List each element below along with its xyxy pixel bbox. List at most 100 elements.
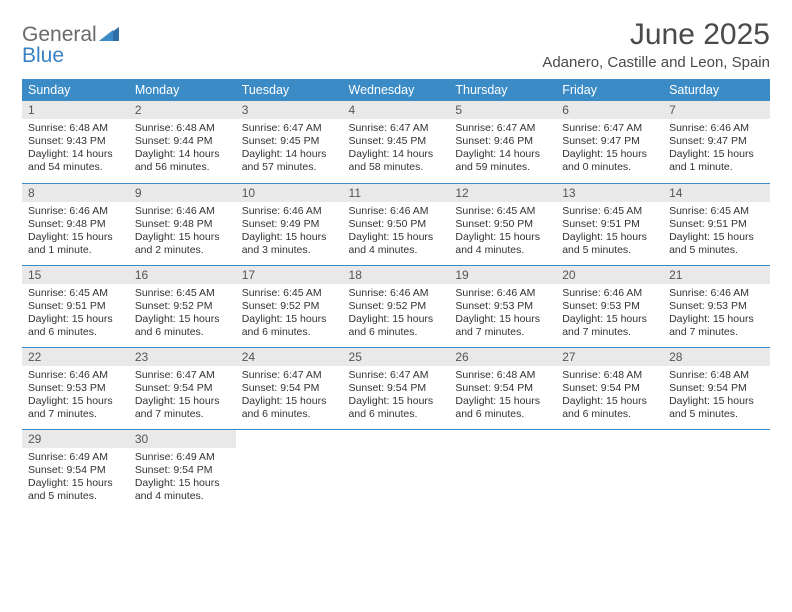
day-detail: Sunrise: 6:45 AMSunset: 9:51 PMDaylight:… [22, 284, 129, 344]
sunset-text: Sunset: 9:43 PM [28, 135, 123, 148]
sunrise-text: Sunrise: 6:46 AM [349, 287, 444, 300]
day-number: 19 [449, 266, 556, 284]
daylight-text: Daylight: 15 hours and 6 minutes. [455, 395, 550, 421]
daylight-text: Daylight: 15 hours and 4 minutes. [135, 477, 230, 503]
brand-word2: Blue [22, 44, 64, 67]
sunrise-text: Sunrise: 6:48 AM [28, 122, 123, 135]
sunrise-text: Sunrise: 6:46 AM [349, 205, 444, 218]
day-number: 29 [22, 430, 129, 448]
header: General Blue June 2025 Adanero, Castille… [22, 18, 770, 71]
day-detail: Sunrise: 6:47 AMSunset: 9:47 PMDaylight:… [556, 119, 663, 179]
sunset-text: Sunset: 9:53 PM [669, 300, 764, 313]
sunset-text: Sunset: 9:50 PM [349, 218, 444, 231]
sunrise-text: Sunrise: 6:47 AM [242, 369, 337, 382]
sunset-text: Sunset: 9:53 PM [455, 300, 550, 313]
sunrise-text: Sunrise: 6:48 AM [135, 122, 230, 135]
sunrise-text: Sunrise: 6:47 AM [349, 369, 444, 382]
calendar-day-cell: 2Sunrise: 6:48 AMSunset: 9:44 PMDaylight… [129, 101, 236, 183]
calendar-day-cell: 8Sunrise: 6:46 AMSunset: 9:48 PMDaylight… [22, 183, 129, 265]
sunset-text: Sunset: 9:52 PM [242, 300, 337, 313]
calendar-day-cell: 9Sunrise: 6:46 AMSunset: 9:48 PMDaylight… [129, 183, 236, 265]
sunrise-text: Sunrise: 6:46 AM [28, 205, 123, 218]
sunrise-text: Sunrise: 6:47 AM [242, 122, 337, 135]
daylight-text: Daylight: 15 hours and 5 minutes. [669, 231, 764, 257]
calendar-day-cell: 26Sunrise: 6:48 AMSunset: 9:54 PMDayligh… [449, 347, 556, 429]
sunset-text: Sunset: 9:54 PM [669, 382, 764, 395]
calendar-day-cell [449, 429, 556, 511]
daylight-text: Daylight: 14 hours and 59 minutes. [455, 148, 550, 174]
day-detail: Sunrise: 6:45 AMSunset: 9:52 PMDaylight:… [129, 284, 236, 344]
calendar-day-cell [663, 429, 770, 511]
daylight-text: Daylight: 15 hours and 0 minutes. [562, 148, 657, 174]
calendar-day-cell: 24Sunrise: 6:47 AMSunset: 9:54 PMDayligh… [236, 347, 343, 429]
calendar-week-row: 15Sunrise: 6:45 AMSunset: 9:51 PMDayligh… [22, 265, 770, 347]
calendar-week-row: 1Sunrise: 6:48 AMSunset: 9:43 PMDaylight… [22, 101, 770, 183]
daylight-text: Daylight: 15 hours and 5 minutes. [562, 231, 657, 257]
sunset-text: Sunset: 9:53 PM [28, 382, 123, 395]
sunset-text: Sunset: 9:51 PM [669, 218, 764, 231]
sunset-text: Sunset: 9:46 PM [455, 135, 550, 148]
brand-word1: General [22, 23, 97, 46]
day-number: 7 [663, 101, 770, 119]
day-number: 30 [129, 430, 236, 448]
day-detail: Sunrise: 6:48 AMSunset: 9:54 PMDaylight:… [449, 366, 556, 426]
day-number: 27 [556, 348, 663, 366]
daylight-text: Daylight: 15 hours and 7 minutes. [669, 313, 764, 339]
daylight-text: Daylight: 15 hours and 6 minutes. [242, 313, 337, 339]
daylight-text: Daylight: 14 hours and 58 minutes. [349, 148, 444, 174]
sunset-text: Sunset: 9:54 PM [135, 382, 230, 395]
sunrise-text: Sunrise: 6:45 AM [242, 287, 337, 300]
sunrise-text: Sunrise: 6:45 AM [669, 205, 764, 218]
sunrise-text: Sunrise: 6:46 AM [669, 287, 764, 300]
day-number: 12 [449, 184, 556, 202]
day-detail: Sunrise: 6:46 AMSunset: 9:52 PMDaylight:… [343, 284, 450, 344]
calendar-day-cell: 29Sunrise: 6:49 AMSunset: 9:54 PMDayligh… [22, 429, 129, 511]
calendar-day-cell: 6Sunrise: 6:47 AMSunset: 9:47 PMDaylight… [556, 101, 663, 183]
daylight-text: Daylight: 15 hours and 2 minutes. [135, 231, 230, 257]
sunrise-text: Sunrise: 6:45 AM [455, 205, 550, 218]
sunrise-text: Sunrise: 6:45 AM [135, 287, 230, 300]
daylight-text: Daylight: 15 hours and 6 minutes. [349, 313, 444, 339]
day-detail: Sunrise: 6:46 AMSunset: 9:53 PMDaylight:… [663, 284, 770, 344]
day-detail: Sunrise: 6:48 AMSunset: 9:44 PMDaylight:… [129, 119, 236, 179]
day-detail: Sunrise: 6:48 AMSunset: 9:54 PMDaylight:… [556, 366, 663, 426]
title-block: June 2025 Adanero, Castille and Leon, Sp… [542, 18, 770, 71]
sunset-text: Sunset: 9:49 PM [242, 218, 337, 231]
calendar-day-cell: 16Sunrise: 6:45 AMSunset: 9:52 PMDayligh… [129, 265, 236, 347]
calendar-day-cell: 28Sunrise: 6:48 AMSunset: 9:54 PMDayligh… [663, 347, 770, 429]
daylight-text: Daylight: 15 hours and 6 minutes. [28, 313, 123, 339]
day-detail: Sunrise: 6:47 AMSunset: 9:54 PMDaylight:… [129, 366, 236, 426]
daylight-text: Daylight: 15 hours and 4 minutes. [349, 231, 444, 257]
weekday-header: Tuesday [236, 79, 343, 101]
calendar-day-cell: 1Sunrise: 6:48 AMSunset: 9:43 PMDaylight… [22, 101, 129, 183]
location-text: Adanero, Castille and Leon, Spain [542, 54, 770, 71]
day-number: 21 [663, 266, 770, 284]
calendar-day-cell: 11Sunrise: 6:46 AMSunset: 9:50 PMDayligh… [343, 183, 450, 265]
calendar-day-cell: 19Sunrise: 6:46 AMSunset: 9:53 PMDayligh… [449, 265, 556, 347]
daylight-text: Daylight: 15 hours and 7 minutes. [455, 313, 550, 339]
calendar-day-cell: 15Sunrise: 6:45 AMSunset: 9:51 PMDayligh… [22, 265, 129, 347]
sunrise-text: Sunrise: 6:48 AM [562, 369, 657, 382]
day-number: 5 [449, 101, 556, 119]
daylight-text: Daylight: 15 hours and 6 minutes. [349, 395, 444, 421]
brand-text: General Blue [22, 24, 119, 66]
calendar-day-cell: 7Sunrise: 6:46 AMSunset: 9:47 PMDaylight… [663, 101, 770, 183]
day-detail: Sunrise: 6:47 AMSunset: 9:45 PMDaylight:… [236, 119, 343, 179]
daylight-text: Daylight: 15 hours and 6 minutes. [242, 395, 337, 421]
weekday-header: Friday [556, 79, 663, 101]
day-detail: Sunrise: 6:46 AMSunset: 9:48 PMDaylight:… [22, 202, 129, 262]
day-detail: Sunrise: 6:49 AMSunset: 9:54 PMDaylight:… [129, 448, 236, 508]
day-number: 1 [22, 101, 129, 119]
day-number: 28 [663, 348, 770, 366]
daylight-text: Daylight: 15 hours and 1 minute. [669, 148, 764, 174]
day-detail: Sunrise: 6:46 AMSunset: 9:48 PMDaylight:… [129, 202, 236, 262]
sunrise-text: Sunrise: 6:46 AM [135, 205, 230, 218]
sunrise-text: Sunrise: 6:46 AM [669, 122, 764, 135]
calendar-day-cell: 22Sunrise: 6:46 AMSunset: 9:53 PMDayligh… [22, 347, 129, 429]
daylight-text: Daylight: 15 hours and 6 minutes. [562, 395, 657, 421]
day-detail: Sunrise: 6:48 AMSunset: 9:54 PMDaylight:… [663, 366, 770, 426]
sunset-text: Sunset: 9:53 PM [562, 300, 657, 313]
calendar-day-cell: 12Sunrise: 6:45 AMSunset: 9:50 PMDayligh… [449, 183, 556, 265]
day-detail: Sunrise: 6:48 AMSunset: 9:43 PMDaylight:… [22, 119, 129, 179]
sunrise-text: Sunrise: 6:47 AM [562, 122, 657, 135]
